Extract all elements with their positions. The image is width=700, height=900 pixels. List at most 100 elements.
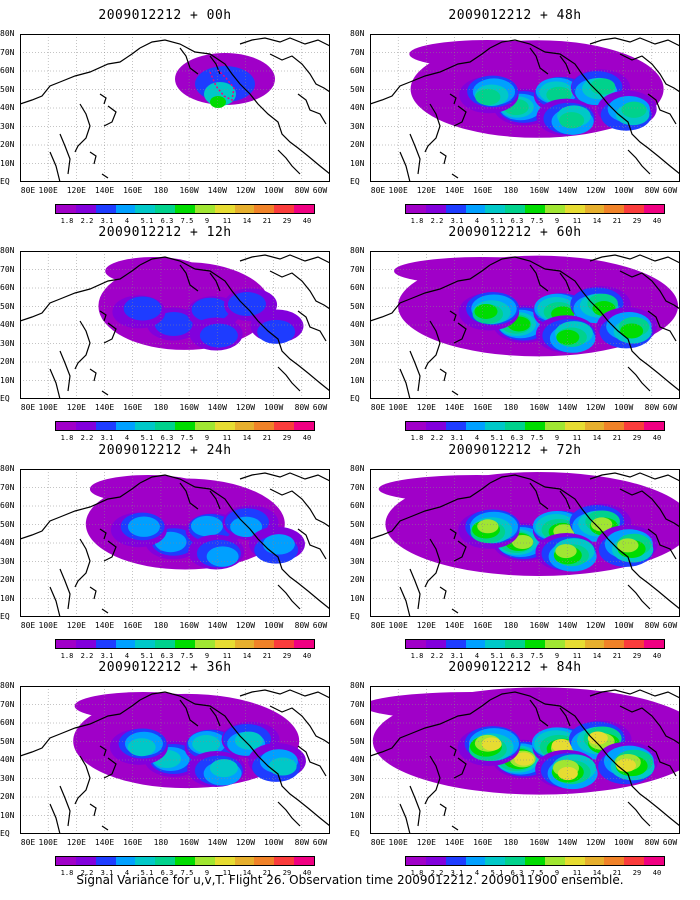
coastline <box>647 745 677 777</box>
coastline <box>297 745 327 777</box>
colorbar-swatch <box>485 857 506 865</box>
colorbar-swatch <box>135 422 156 430</box>
coastline <box>99 745 117 779</box>
colorbar-swatch <box>584 205 605 213</box>
coastline <box>269 705 330 745</box>
coastline <box>89 586 109 614</box>
variance-map <box>370 469 680 617</box>
coastline <box>627 366 651 392</box>
colorbar-swatch <box>604 640 625 648</box>
lon-label: 160W <box>179 838 199 847</box>
lon-label: 100E <box>38 621 58 630</box>
colorbar-label: 7.5 <box>180 869 194 877</box>
colorbar-swatch <box>254 205 275 213</box>
lon-label: 80W <box>294 621 310 630</box>
coastline <box>529 264 571 292</box>
colorbar-label: 40 <box>652 869 662 877</box>
lon-label: 100W <box>263 403 284 412</box>
lat-label: 10N <box>350 810 365 820</box>
colorbar-label: 4 <box>474 217 480 225</box>
coastline <box>370 47 491 105</box>
lat-label: 60N <box>0 283 15 292</box>
variance-contour <box>587 731 608 745</box>
colorbar-label: 7.5 <box>530 217 544 225</box>
lat-label: 60N <box>0 718 15 727</box>
map-panel: 2009012212 + 60h 80N 70N 60N 50N 40N 30N 20N 10N… <box>350 225 680 442</box>
colorbar-label: 6.3 <box>160 434 174 442</box>
lon-label: 100W <box>263 186 284 195</box>
colorbar-swatch <box>584 422 605 430</box>
coastline <box>489 474 680 610</box>
colorbar-swatch <box>75 422 96 430</box>
lon-label: 60W <box>662 403 678 412</box>
lat-label: 40N <box>0 320 15 329</box>
colorbar-label: 9 <box>554 217 560 225</box>
colorbar-label: 5.1 <box>490 652 504 660</box>
lon-label: 140E <box>94 621 115 630</box>
colorbar-label: 2.2 <box>430 217 444 225</box>
colorbar-swatch <box>175 422 195 430</box>
variance-contour <box>105 257 202 285</box>
lat-label: EQ <box>0 394 10 403</box>
coastline <box>619 705 680 745</box>
variance-contour <box>210 96 226 108</box>
coastline <box>647 93 677 125</box>
colorbar-label: 11 <box>572 217 582 225</box>
lon-label: 120W <box>585 403 606 412</box>
colorbar-swatch <box>234 422 255 430</box>
colorbar-swatch <box>525 640 545 648</box>
colorbar-label: 3.1 <box>100 869 114 877</box>
colorbar-swatch <box>525 205 545 213</box>
variance-map <box>370 251 680 399</box>
coastline <box>449 310 467 344</box>
lon-label: 100E <box>38 838 58 847</box>
variance-contour <box>475 88 501 106</box>
lat-label: 20N <box>350 140 365 149</box>
colorbar-label: 11 <box>572 869 582 877</box>
colorbar-label: 3.1 <box>450 869 464 877</box>
coastline <box>297 528 327 560</box>
colorbar-label: 7.5 <box>530 652 544 660</box>
coastline <box>399 785 421 834</box>
colorbar-swatch <box>425 857 446 865</box>
variance-contour <box>590 78 616 95</box>
lon-label: 120E <box>416 186 436 195</box>
coastline <box>277 149 301 175</box>
variance-contour <box>474 303 498 319</box>
lon-label: 80E <box>370 403 386 412</box>
colorbar-label: 11 <box>222 869 232 877</box>
lon-label: 140W <box>207 621 227 630</box>
variance-contour <box>230 516 263 538</box>
colorbar-label: 11 <box>572 434 582 442</box>
lat-label: 30N <box>350 338 365 348</box>
colorbar-swatch <box>604 857 625 865</box>
lat-label: 70N <box>0 699 15 709</box>
lat-label: 80N <box>0 246 15 255</box>
variance-contour <box>559 112 585 129</box>
colorbar-label: 40 <box>652 434 662 442</box>
coastline <box>269 53 330 93</box>
lat-label: 20N <box>350 792 365 801</box>
coastline <box>269 270 330 310</box>
colorbar-swatch <box>294 640 314 648</box>
colorbar-label: 14 <box>242 434 252 442</box>
lon-label: 160W <box>529 621 549 630</box>
lon-label: 140W <box>557 186 577 195</box>
lon-label: 140E <box>94 403 115 412</box>
colorbar-swatch <box>544 422 565 430</box>
variance-contour <box>556 329 580 345</box>
colorbar-swatch <box>644 205 664 213</box>
coastline <box>589 254 680 264</box>
lon-label: 140E <box>444 621 465 630</box>
colorbar-swatch <box>194 857 215 865</box>
lon-label: 100E <box>388 838 408 847</box>
colorbar-label: 14 <box>242 869 252 877</box>
colorbar-label: 29 <box>282 869 292 877</box>
colorbar-swatch <box>56 857 76 865</box>
variance-contour <box>557 766 578 781</box>
colorbar-label: 3.1 <box>450 652 464 660</box>
panel-title: 2009012212 + 48h <box>448 8 582 23</box>
coastline <box>589 37 680 47</box>
colorbar-swatch <box>135 640 156 648</box>
lon-label: 140W <box>557 403 577 412</box>
